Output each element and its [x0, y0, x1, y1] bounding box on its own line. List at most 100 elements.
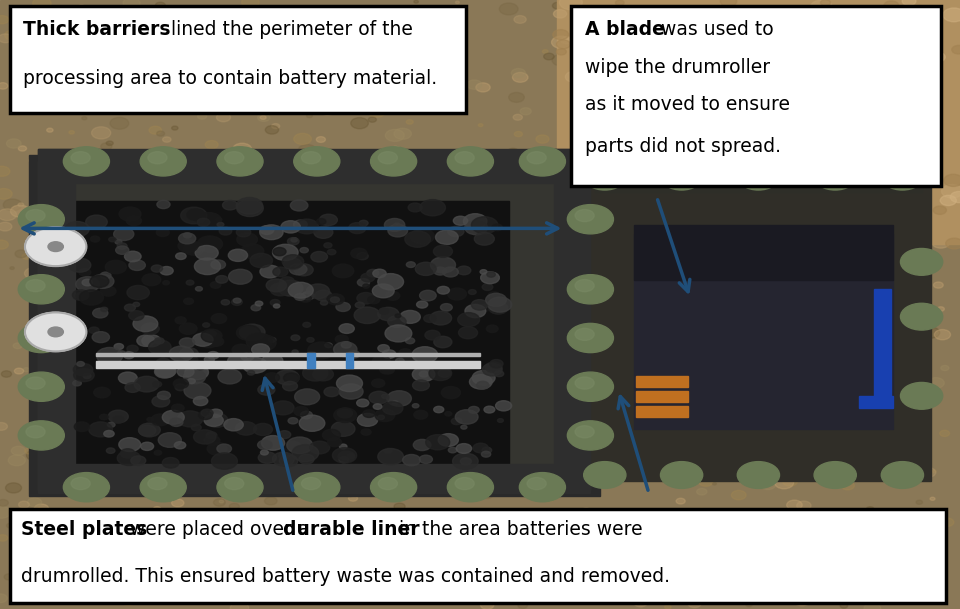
Circle shape — [12, 537, 16, 540]
Circle shape — [924, 186, 937, 194]
Circle shape — [664, 8, 670, 12]
Circle shape — [713, 10, 732, 22]
Circle shape — [204, 356, 214, 363]
Circle shape — [907, 136, 923, 146]
Circle shape — [104, 82, 116, 89]
Circle shape — [386, 291, 399, 300]
Circle shape — [523, 281, 530, 286]
Circle shape — [257, 440, 272, 449]
Circle shape — [78, 237, 85, 242]
Circle shape — [410, 272, 418, 277]
Circle shape — [337, 375, 363, 392]
Circle shape — [656, 190, 678, 204]
Circle shape — [921, 126, 938, 137]
Circle shape — [327, 438, 342, 446]
Circle shape — [18, 275, 64, 304]
Circle shape — [381, 428, 389, 434]
Circle shape — [898, 596, 908, 603]
Circle shape — [252, 544, 263, 551]
Circle shape — [158, 433, 181, 448]
Circle shape — [737, 163, 780, 190]
Circle shape — [578, 196, 588, 202]
Circle shape — [611, 557, 623, 565]
Circle shape — [80, 189, 91, 196]
Circle shape — [425, 330, 440, 340]
Circle shape — [747, 102, 754, 107]
Circle shape — [804, 171, 814, 177]
Circle shape — [163, 186, 179, 196]
Circle shape — [217, 473, 263, 502]
Circle shape — [506, 333, 516, 339]
Circle shape — [260, 51, 275, 60]
Circle shape — [931, 209, 941, 216]
Circle shape — [90, 236, 100, 242]
Circle shape — [60, 33, 72, 40]
Circle shape — [59, 452, 66, 457]
Circle shape — [930, 77, 938, 82]
Circle shape — [38, 393, 48, 399]
Circle shape — [616, 159, 626, 165]
Circle shape — [762, 51, 775, 59]
Circle shape — [258, 242, 269, 248]
Circle shape — [152, 265, 162, 272]
Circle shape — [608, 107, 620, 114]
Circle shape — [219, 420, 231, 428]
Circle shape — [528, 381, 534, 384]
Circle shape — [768, 172, 784, 181]
Circle shape — [476, 83, 491, 92]
Circle shape — [768, 316, 773, 319]
Circle shape — [146, 323, 161, 333]
Circle shape — [5, 30, 21, 40]
Circle shape — [482, 447, 492, 453]
Circle shape — [473, 184, 488, 192]
Circle shape — [657, 521, 664, 526]
Circle shape — [101, 516, 108, 521]
Circle shape — [712, 482, 716, 485]
Circle shape — [636, 160, 657, 172]
Circle shape — [473, 443, 489, 453]
Circle shape — [413, 162, 430, 173]
Circle shape — [579, 522, 592, 531]
Circle shape — [778, 448, 791, 456]
Circle shape — [159, 19, 175, 29]
Circle shape — [412, 367, 435, 381]
Circle shape — [488, 297, 512, 312]
Circle shape — [832, 212, 851, 223]
Circle shape — [63, 190, 74, 197]
Circle shape — [574, 465, 589, 474]
Circle shape — [441, 14, 450, 20]
Circle shape — [25, 312, 86, 351]
Circle shape — [395, 173, 401, 177]
Circle shape — [451, 280, 467, 290]
Circle shape — [106, 361, 112, 365]
Circle shape — [449, 389, 461, 396]
Circle shape — [348, 351, 360, 358]
Circle shape — [439, 434, 458, 446]
Circle shape — [231, 298, 242, 306]
Circle shape — [172, 567, 177, 570]
Circle shape — [941, 365, 948, 371]
Circle shape — [385, 240, 393, 245]
Circle shape — [860, 221, 869, 226]
Circle shape — [385, 267, 401, 278]
Circle shape — [575, 328, 594, 340]
Circle shape — [594, 184, 612, 195]
Circle shape — [900, 303, 943, 330]
Circle shape — [208, 557, 216, 561]
Circle shape — [685, 301, 704, 313]
Circle shape — [465, 304, 486, 318]
Circle shape — [660, 163, 703, 190]
Circle shape — [317, 219, 325, 225]
Circle shape — [110, 118, 129, 129]
Bar — [874, 289, 891, 402]
Circle shape — [837, 47, 841, 49]
Circle shape — [574, 317, 585, 324]
Bar — [636, 406, 688, 417]
Circle shape — [26, 377, 45, 389]
Circle shape — [140, 473, 186, 502]
Circle shape — [155, 338, 164, 344]
Circle shape — [848, 174, 862, 183]
Circle shape — [910, 155, 924, 164]
Circle shape — [371, 468, 375, 471]
Circle shape — [280, 277, 295, 286]
